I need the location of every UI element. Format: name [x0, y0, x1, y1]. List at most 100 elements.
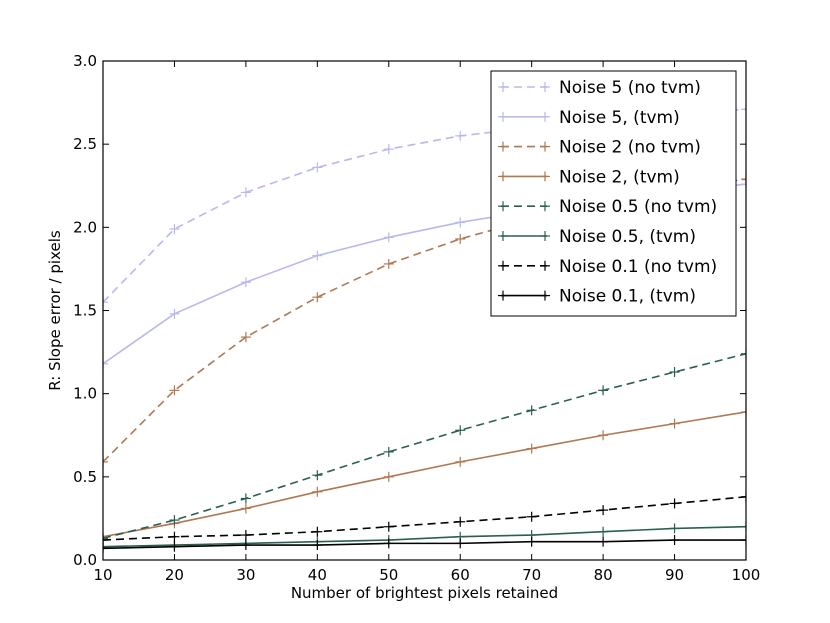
- y-tick-label: 2.5: [73, 135, 97, 153]
- x-tick-label: 30: [236, 566, 255, 584]
- data-point-marker: [240, 332, 251, 343]
- legend-label: Noise 0.1, (tvm): [559, 287, 696, 307]
- data-point-marker: [240, 493, 251, 504]
- legend-entry: Noise 0.5 (no tvm): [498, 197, 717, 217]
- data-point-marker: [312, 486, 323, 497]
- data-point-marker: [455, 456, 466, 467]
- x-tick-label: 20: [165, 566, 184, 584]
- data-point-marker: [103, 541, 108, 552]
- data-point-marker: [741, 174, 746, 185]
- data-point-marker: [383, 232, 394, 243]
- legend-entry: Noise 0.1, (tvm): [498, 287, 696, 307]
- x-tick-label: 40: [308, 566, 327, 584]
- data-point-marker: [455, 538, 466, 549]
- legend-entry: Noise 2 (no tvm): [498, 138, 701, 158]
- data-point-marker: [169, 385, 180, 396]
- x-tick-label: 10: [93, 566, 112, 584]
- data-point-marker: [741, 491, 746, 502]
- data-point-marker: [103, 358, 108, 369]
- data-point-marker: [526, 405, 537, 416]
- legend-entry: Noise 2, (tvm): [498, 167, 680, 187]
- series-noise-0-5-tvm: [103, 521, 746, 552]
- series-line: [103, 411, 746, 538]
- data-point-marker: [741, 535, 746, 546]
- data-point-marker: [312, 162, 323, 173]
- data-point-marker: [598, 385, 609, 396]
- data-point-marker: [455, 233, 466, 244]
- data-point-marker: [455, 130, 466, 141]
- data-point-marker: [312, 470, 323, 481]
- legend-box: [490, 70, 737, 317]
- data-point-marker: [169, 308, 180, 319]
- data-point-marker: [741, 104, 746, 115]
- data-point-marker: [240, 530, 251, 541]
- data-point-marker: [169, 515, 180, 526]
- legend-entry: Noise 5, (tvm): [498, 108, 680, 128]
- data-point-marker: [312, 526, 323, 537]
- legend-label: Noise 0.5 (no tvm): [559, 197, 717, 217]
- series-noise-0-1-no-tvm: [103, 491, 746, 546]
- data-point-marker: [455, 425, 466, 436]
- data-point-marker: [669, 498, 680, 509]
- y-tick-label: 3.0: [73, 52, 97, 70]
- data-point-marker: [741, 179, 746, 190]
- data-point-marker: [383, 446, 394, 457]
- y-tick-label: 1.0: [73, 385, 97, 403]
- x-axis-label: Number of brightest pixels retained: [291, 584, 558, 602]
- y-tick-label: 1.5: [73, 302, 97, 320]
- legend-label: Noise 2, (tvm): [559, 167, 680, 187]
- series-line: [103, 178, 746, 463]
- data-point-marker: [312, 250, 323, 261]
- x-tick-label: 60: [451, 566, 470, 584]
- series-line: [103, 495, 746, 541]
- data-point-marker: [669, 418, 680, 429]
- data-point-marker: [103, 456, 108, 467]
- data-point-marker: [240, 503, 251, 514]
- y-tick-label: 0.5: [73, 468, 97, 486]
- data-point-marker: [455, 217, 466, 228]
- data-point-marker: [383, 258, 394, 269]
- data-point-marker: [383, 144, 394, 155]
- data-point-marker: [741, 406, 746, 417]
- data-point-marker: [103, 297, 108, 308]
- data-point-marker: [669, 535, 680, 546]
- data-point-marker: [598, 526, 609, 537]
- data-point-marker: [526, 536, 537, 547]
- series-line: [103, 352, 746, 540]
- legend-label: Noise 0.5, (tvm): [559, 227, 696, 247]
- data-point-marker: [312, 540, 323, 551]
- data-point-marker: [240, 540, 251, 551]
- data-point-marker: [598, 430, 609, 441]
- data-point-marker: [103, 533, 108, 544]
- ticks-layer: 10 20 30 40 50 60 70 80 90 100 0.0 0.5 1.0 1.5 2.0 2.5 3…: [73, 52, 760, 584]
- data-point-marker: [103, 543, 108, 554]
- data-point-marker: [103, 535, 108, 546]
- series-noise-2-tvm: [103, 406, 746, 542]
- y-tick-label: 2.0: [73, 218, 97, 236]
- data-point-marker: [383, 521, 394, 532]
- legend-entry: Noise 5 (no tvm): [498, 78, 701, 98]
- series-line: [103, 108, 746, 303]
- data-point-marker: [169, 531, 180, 542]
- data-point-marker: [526, 443, 537, 454]
- x-tick-label: 50: [379, 566, 398, 584]
- y-tick-label: 0.0: [73, 551, 97, 569]
- data-point-marker: [669, 367, 680, 378]
- series-noise-0-1-tvm: [103, 535, 746, 554]
- legend-label: Noise 5, (tvm): [559, 108, 680, 128]
- data-point-marker: [383, 471, 394, 482]
- series-layer: [103, 104, 746, 554]
- x-tick-label: 90: [665, 566, 684, 584]
- legend-label: Noise 0.1 (no tvm): [559, 257, 717, 277]
- data-point-marker: [741, 348, 746, 359]
- data-point-marker: [598, 505, 609, 516]
- legend-label: Noise 2 (no tvm): [559, 138, 701, 158]
- series-line: [103, 539, 746, 550]
- legend: Noise 5 (no tvm) Noise 5, (tvm) Noise 2 (n…: [490, 70, 737, 317]
- data-point-marker: [383, 538, 394, 549]
- data-point-marker: [526, 511, 537, 522]
- data-point-marker: [312, 292, 323, 303]
- series-line: [103, 525, 746, 548]
- x-tick-label: 70: [522, 566, 541, 584]
